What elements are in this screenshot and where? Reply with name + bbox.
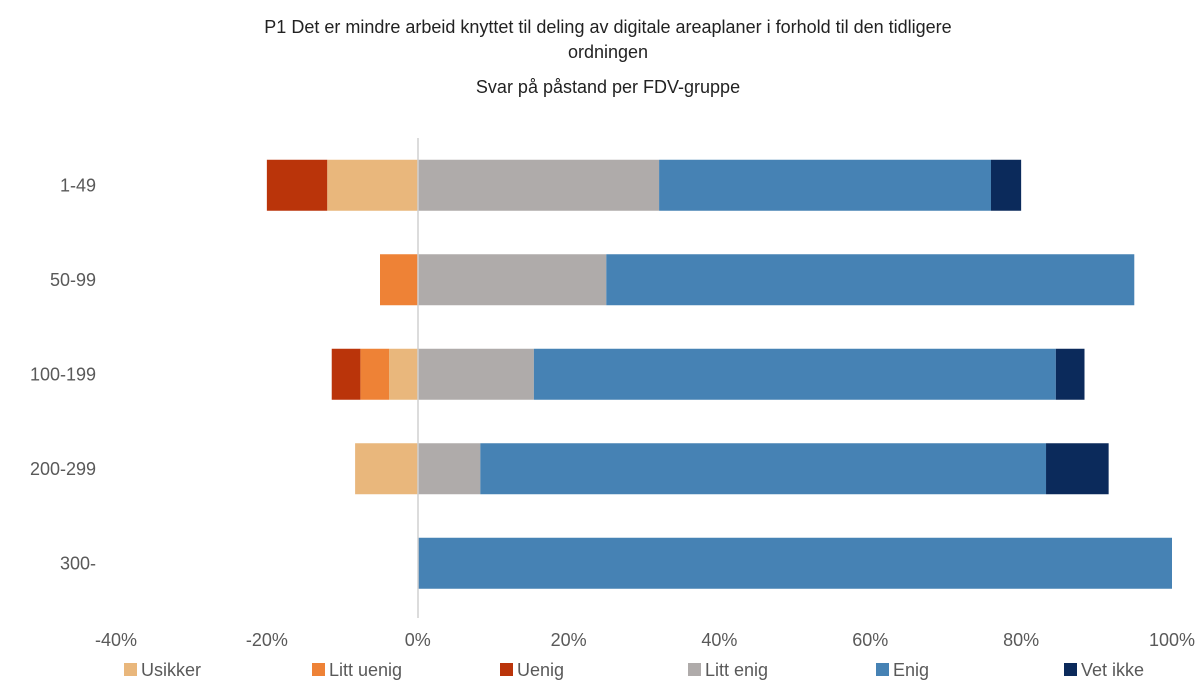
- bar-200-299-litt-enig: [417, 443, 481, 495]
- bar-200-299-usikker: [355, 443, 418, 495]
- legend-item-litt-enig: Litt enig: [688, 660, 768, 680]
- bar-1-49-usikker: [327, 159, 418, 211]
- legend-swatch: [500, 663, 513, 676]
- legend-label: Vet ikke: [1081, 660, 1144, 680]
- category-label-100-199: 100-199: [30, 364, 96, 384]
- bar-100-199-litt-enig: [417, 348, 534, 400]
- chart-title-line-3: Svar på påstand per FDV-gruppe: [476, 77, 740, 97]
- bar-200-299-enig: [480, 443, 1047, 495]
- bar-50-99-litt-uenig: [380, 254, 418, 306]
- bar-100-199-usikker: [389, 348, 418, 400]
- legend-swatch: [1064, 663, 1077, 676]
- x-tick-label: 20%: [551, 630, 587, 650]
- bar-50-99-litt-enig: [417, 254, 607, 306]
- legend-swatch: [876, 663, 889, 676]
- chart-title-line-1: P1 Det er mindre arbeid knyttet til deli…: [264, 17, 951, 37]
- legend-label: Uenig: [517, 660, 564, 680]
- bar-1-49-vet-ikke: [990, 159, 1022, 211]
- x-tick-label: -20%: [246, 630, 288, 650]
- chart-title-line-2: ordningen: [568, 42, 648, 62]
- legend-label: Usikker: [141, 660, 201, 680]
- bar-300-enig: [417, 537, 1173, 589]
- legend: Usikker Litt uenig Uenig Litt enig Enig Vet i…: [124, 660, 1144, 680]
- bar-100-199-vet-ikke: [1055, 348, 1085, 400]
- legend-label: Enig: [893, 660, 929, 680]
- legend-swatch: [124, 663, 137, 676]
- category-label-50-99: 50-99: [50, 270, 96, 290]
- x-tick-label: 40%: [701, 630, 737, 650]
- bar-1-49-litt-enig: [417, 159, 660, 211]
- legend-item-usikker: Usikker: [124, 660, 201, 680]
- x-tick-label: -40%: [95, 630, 137, 650]
- bars-group: [266, 159, 1173, 589]
- category-labels: 1-49 50-99 100-199 200-299 300-: [30, 175, 96, 573]
- bar-100-199-enig: [533, 348, 1056, 400]
- chart-title: P1 Det er mindre arbeid knyttet til deli…: [264, 17, 951, 97]
- category-label-300: 300-: [60, 553, 96, 573]
- legend-item-vet-ikke: Vet ikke: [1064, 660, 1144, 680]
- legend-item-litt-uenig: Litt uenig: [312, 660, 402, 680]
- bar-1-49-uenig: [266, 159, 328, 211]
- bar-1-49-enig: [659, 159, 991, 211]
- legend-label: Litt enig: [705, 660, 768, 680]
- legend-item-uenig: Uenig: [500, 660, 564, 680]
- category-label-1-49: 1-49: [60, 175, 96, 195]
- bar-100-199-uenig: [331, 348, 361, 400]
- bar-50-99-enig: [606, 254, 1135, 306]
- legend-label: Litt uenig: [329, 660, 402, 680]
- x-tick-label: 100%: [1149, 630, 1195, 650]
- legend-item-enig: Enig: [876, 660, 929, 680]
- legend-swatch: [688, 663, 701, 676]
- x-tick-label: 60%: [852, 630, 888, 650]
- x-axis-ticks: -40% -20% 0% 20% 40% 60% 80% 100%: [95, 630, 1195, 650]
- bar-200-299-vet-ikke: [1046, 443, 1109, 495]
- legend-swatch: [312, 663, 325, 676]
- bar-100-199-litt-uenig: [360, 348, 390, 400]
- x-tick-label: 80%: [1003, 630, 1039, 650]
- category-label-200-299: 200-299: [30, 459, 96, 479]
- x-tick-label: 0%: [405, 630, 431, 650]
